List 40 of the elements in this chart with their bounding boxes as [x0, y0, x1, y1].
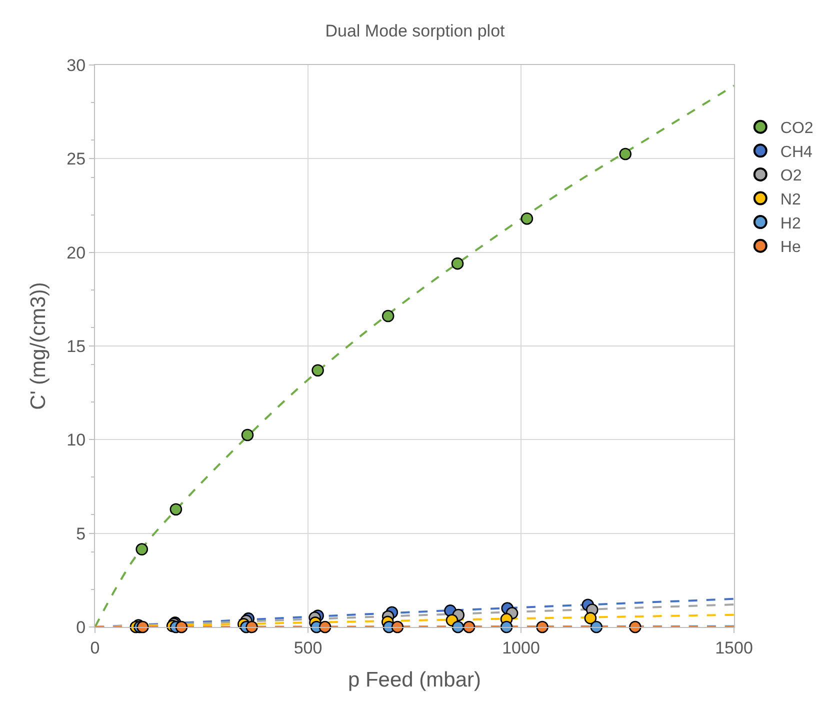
- point: [391, 620, 404, 634]
- y-tick-label: 0: [76, 618, 86, 637]
- point: [170, 503, 182, 516]
- legend-label: CO2: [780, 120, 814, 138]
- point: [312, 364, 324, 376]
- y-tick-label: 25: [66, 150, 86, 169]
- line-series: [95, 84, 734, 627]
- point: [629, 620, 642, 634]
- y-axis-title: C' (mg/(cm3)): [26, 282, 50, 410]
- legend-label: N2: [780, 192, 801, 208]
- point: [136, 620, 149, 634]
- y-tick-label: 30: [66, 56, 86, 75]
- point: [619, 148, 632, 160]
- point: [382, 310, 394, 322]
- y-tick-label: 10: [66, 430, 86, 450]
- x-tick-label: 500: [294, 638, 322, 658]
- point: [500, 620, 513, 634]
- point: [175, 620, 188, 634]
- chart-title: Dual Mode sorption plot: [325, 21, 506, 40]
- point: [590, 620, 603, 634]
- point: [246, 620, 258, 634]
- legend-label: O2: [780, 168, 802, 185]
- x-tick-label: 1000: [502, 638, 540, 658]
- point: [241, 428, 254, 442]
- y-tick-label: 15: [66, 336, 86, 356]
- x-axis-title: p Feed (mbar): [348, 668, 482, 692]
- point: [520, 212, 534, 225]
- point: [584, 612, 597, 624]
- legend-label: He: [780, 239, 801, 256]
- y-tick-label: 5: [76, 524, 86, 544]
- point: [536, 620, 548, 634]
- x-tick-label: 0: [90, 638, 100, 658]
- legend-label: CH4: [780, 144, 812, 161]
- legend-label: H2: [780, 215, 801, 232]
- point: [451, 257, 464, 270]
- point: [136, 543, 148, 556]
- point: [318, 620, 332, 634]
- point: [462, 620, 476, 634]
- x-tick-label: 1500: [715, 638, 753, 658]
- y-tick-label: 20: [66, 243, 86, 262]
